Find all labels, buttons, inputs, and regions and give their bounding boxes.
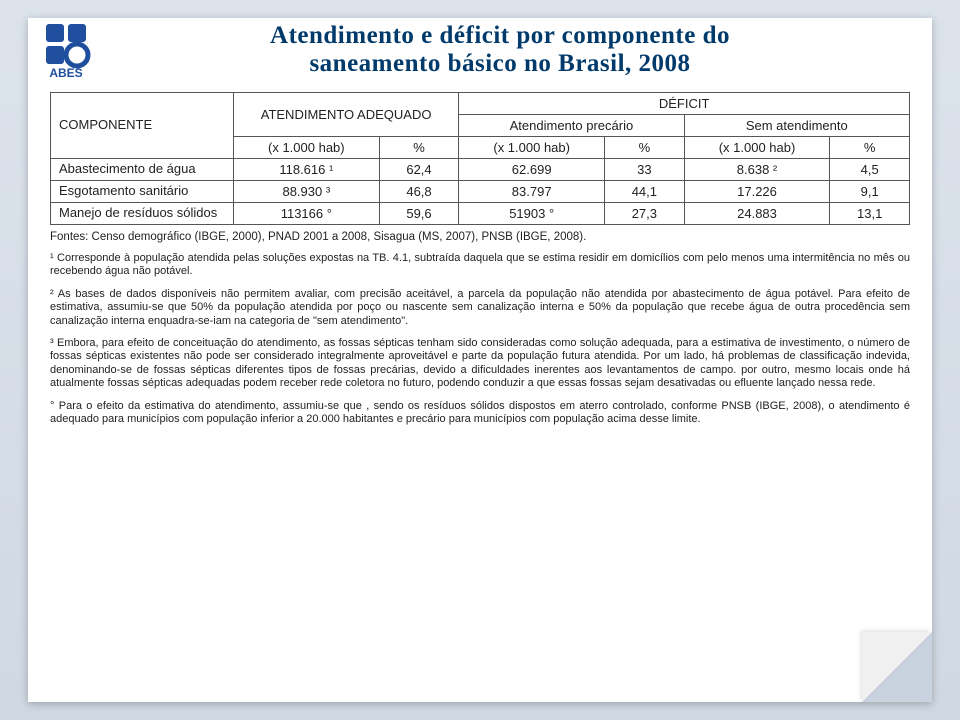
- table-sources: Fontes: Censo demográfico (IBGE, 2000), …: [50, 225, 910, 243]
- cell: 62,4: [379, 159, 459, 181]
- cell: 17.226: [684, 181, 830, 203]
- col-componente: COMPONENTE: [51, 93, 234, 159]
- col-deficit: DÉFICIT: [459, 93, 910, 115]
- cell: 113166 °: [233, 203, 379, 225]
- title-line-2: saneamento básico no Brasil, 2008: [309, 50, 690, 77]
- pct-2: %: [605, 137, 685, 159]
- cell: 62.699: [459, 159, 605, 181]
- cell: 13,1: [830, 203, 910, 225]
- table-container: COMPONENTE ATENDIMENTO ADEQUADO DÉFICIT …: [28, 88, 932, 243]
- cell: 27,3: [605, 203, 685, 225]
- cell: 24.883: [684, 203, 830, 225]
- unit-1: (x 1.000 hab): [233, 137, 379, 159]
- abes-logo: ABES: [42, 20, 114, 80]
- unit-3: (x 1.000 hab): [684, 137, 830, 159]
- col-precario: Atendimento precário: [459, 115, 684, 137]
- title-line-1: Atendimento e déficit por componente do: [270, 22, 730, 49]
- cell: 44,1: [605, 181, 685, 203]
- page-curl-icon: [862, 632, 932, 702]
- cell: 33: [605, 159, 685, 181]
- footnote-1: ¹ Corresponde à população atendida pelas…: [50, 252, 910, 279]
- table-row: Manejo de resíduos sólidos 113166 ° 59,6…: [51, 203, 910, 225]
- cell: 83.797: [459, 181, 605, 203]
- row-label: Manejo de resíduos sólidos: [51, 203, 234, 225]
- cell: 51903 °: [459, 203, 605, 225]
- cell: 8.638 ²: [684, 159, 830, 181]
- footnote-2: ² As bases de dados disponíveis não perm…: [50, 288, 910, 328]
- table-row: Abastecimento de água 118.616 ¹ 62,4 62.…: [51, 159, 910, 181]
- cell: 46,8: [379, 181, 459, 203]
- footnote-4: ° Para o efeito da estimativa do atendim…: [50, 400, 910, 427]
- footnote-3: ³ Embora, para efeito de conceituação do…: [50, 337, 910, 391]
- cell: 59,6: [379, 203, 459, 225]
- unit-2: (x 1.000 hab): [459, 137, 605, 159]
- col-adequado: ATENDIMENTO ADEQUADO: [233, 93, 458, 137]
- row-label: Abastecimento de água: [51, 159, 234, 181]
- pct-1: %: [379, 137, 459, 159]
- data-table: COMPONENTE ATENDIMENTO ADEQUADO DÉFICIT …: [50, 92, 910, 225]
- cell: 9,1: [830, 181, 910, 203]
- pct-3: %: [830, 137, 910, 159]
- table-header-row-1: COMPONENTE ATENDIMENTO ADEQUADO DÉFICIT: [51, 93, 910, 115]
- slide-title: Atendimento e déficit por componente do …: [28, 18, 932, 88]
- col-sem: Sem atendimento: [684, 115, 909, 137]
- svg-text:ABES: ABES: [49, 66, 82, 80]
- slide-page: ABES Atendimento e déficit por component…: [28, 18, 932, 702]
- cell: 4,5: [830, 159, 910, 181]
- cell: 118.616 ¹: [233, 159, 379, 181]
- table-row: Esgotamento sanitário 88.930 ³ 46,8 83.7…: [51, 181, 910, 203]
- row-label: Esgotamento sanitário: [51, 181, 234, 203]
- footnotes: ¹ Corresponde à população atendida pelas…: [28, 252, 932, 426]
- cell: 88.930 ³: [233, 181, 379, 203]
